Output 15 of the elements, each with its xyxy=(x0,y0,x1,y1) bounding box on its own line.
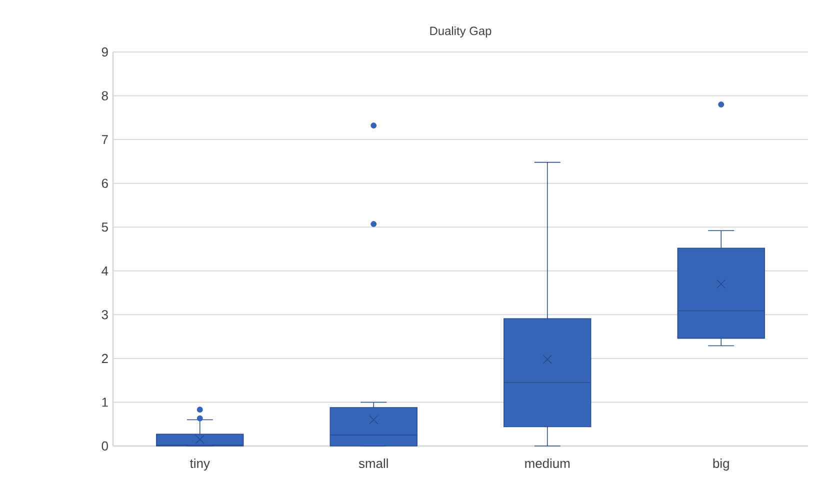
x-tick-label: medium xyxy=(525,458,570,468)
y-tick-label: 7 xyxy=(102,135,108,144)
y-tick-label: 0 xyxy=(102,441,108,451)
y-tick-label: 8 xyxy=(102,91,108,100)
y-tick-label: 1 xyxy=(102,398,108,407)
x-tick-label: tiny xyxy=(190,458,210,471)
x-tick-label: small xyxy=(358,458,388,468)
y-tick-label: 5 xyxy=(102,222,108,232)
chart-title: Duality Gap xyxy=(430,26,492,38)
y-tick-label: 2 xyxy=(102,354,108,363)
x-tick-label: big xyxy=(713,458,729,471)
y-tick-label: 4 xyxy=(102,266,108,276)
y-tick-label: 6 xyxy=(102,178,108,188)
y-tick-label: 9 xyxy=(102,47,108,57)
y-tick-label: 3 xyxy=(102,310,108,320)
